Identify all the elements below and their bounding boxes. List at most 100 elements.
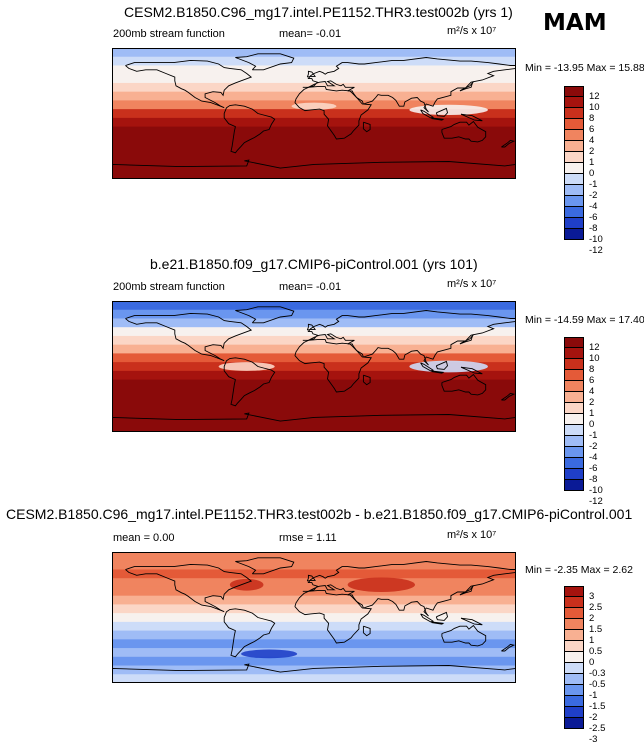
contour-anomaly [218,362,275,371]
colorbar-swatch [564,469,584,480]
colorbar-tick-label: 2 [589,613,595,624]
panel-2-mean-label: mean= -0.01 [279,281,342,293]
colorbar-tick-label: 2.5 [589,602,603,613]
contour-band [112,674,516,683]
panel-2-variable-label: 200mb stream function [113,281,225,293]
colorbar-tick-label: 2 [589,146,595,157]
colorbar-tick-label: 12 [589,91,600,102]
panel-1-minmax: Min = -13.95 Max = 15.88 [525,62,644,74]
colorbar-swatch [564,403,584,414]
colorbar-tick-label: 4 [589,135,595,146]
panel-2-minmax: Min = -14.59 Max = 17.40 [525,314,644,326]
colorbar-tick-label: -1 [589,690,598,701]
coastline [302,561,516,617]
coastline [460,617,483,626]
panel-2-map-svg [112,301,516,432]
colorbar-tick-label: 1 [589,408,595,419]
contour-band [112,665,516,675]
contour-band [112,656,516,667]
colorbar-swatch [564,229,584,240]
colorbar-swatch [564,348,584,359]
colorbar-swatch [564,185,584,196]
colorbar-swatch [564,425,584,436]
colorbar-swatch [564,218,584,229]
contour-band [112,109,516,119]
contour-anomaly [409,104,488,115]
coastline [235,53,295,71]
colorbar-swatch [564,663,584,674]
colorbar-tick-label: -12 [589,245,603,256]
contour-band [112,65,516,75]
colorbar-tick-label: 1.5 [589,624,603,635]
colorbar-swatch [564,141,584,152]
colorbar-swatch [564,174,584,185]
contour-band [112,82,516,93]
colorbar-swatch [564,436,584,447]
colorbar-tick-label: -2 [589,441,598,452]
contour-band [112,405,516,416]
coastline [362,625,371,637]
colorbar-tick-label: -3 [589,734,598,745]
coastline [235,306,295,324]
panel-3-rmse-label: rmse = 1.11 [279,532,337,544]
contour-band [112,552,516,562]
colorbar-swatch [564,392,584,403]
contour-band [112,362,516,372]
coastline [125,563,253,613]
colorbar-tick-label: -4 [589,201,598,212]
contour-band [112,613,516,623]
coastline [223,104,276,154]
contour-band [112,639,516,649]
contour-anomaly [291,102,337,110]
contour-band [112,621,516,632]
colorbar-tick-label: 0 [589,419,595,430]
colorbar-swatch [564,458,584,469]
contour-band [112,388,516,398]
colorbar-swatch [564,630,584,641]
coastline [223,608,276,658]
colorbar-swatch [564,152,584,163]
coastline [112,412,516,432]
contour-anomaly [241,649,298,659]
colorbar-tick-label: -1.5 [589,701,606,712]
colorbar-tick-label: -4 [589,452,598,463]
colorbar-swatch [564,641,584,652]
colorbar-swatch [564,608,584,619]
coastline [460,113,483,122]
coastline [431,621,445,625]
panel-1-map-svg [112,48,516,179]
contour-band [112,414,516,424]
contour-band [112,370,516,381]
colorbar-tick-label: -1 [589,179,598,190]
colorbar-swatch [564,586,584,597]
coastline [294,590,372,644]
colorbar-tick-label: -2.5 [589,723,606,734]
panel-1-title: CESM2.B1850.C96_mg17.intel.PE1152.THR3.t… [124,4,513,20]
colorbar-tick-label: -1 [589,430,598,441]
coastline [459,334,474,345]
panel-3-map [112,552,516,683]
colorbar-swatch [564,108,584,119]
panel-3-minmax: Min = -2.35 Max = 2.62 [525,564,633,576]
colorbar-swatch [564,414,584,425]
panel-1-mean-label: mean= -0.01 [279,28,342,40]
colorbar-swatch [564,196,584,207]
contour-band [112,135,516,145]
colorbar-swatch [564,337,584,348]
panel-3-units-label: m²/s x 10⁷ [447,529,497,541]
map-frame [112,48,516,179]
coastline [501,643,516,652]
map-frame [112,552,516,683]
colorbar-swatch [564,130,584,141]
coastline [112,663,516,683]
coastline [435,360,448,370]
contour-band [112,560,516,571]
coastline [223,357,276,407]
panel-2-map [112,301,516,432]
colorbar-tick-label: -8 [589,223,598,234]
colorbar-swatch [564,370,584,381]
contour-band [112,569,516,579]
panel-1-variable-label: 200mb stream function [113,28,225,40]
colorbar-tick-label: -6 [589,463,598,474]
contour-anomaly [347,577,415,593]
